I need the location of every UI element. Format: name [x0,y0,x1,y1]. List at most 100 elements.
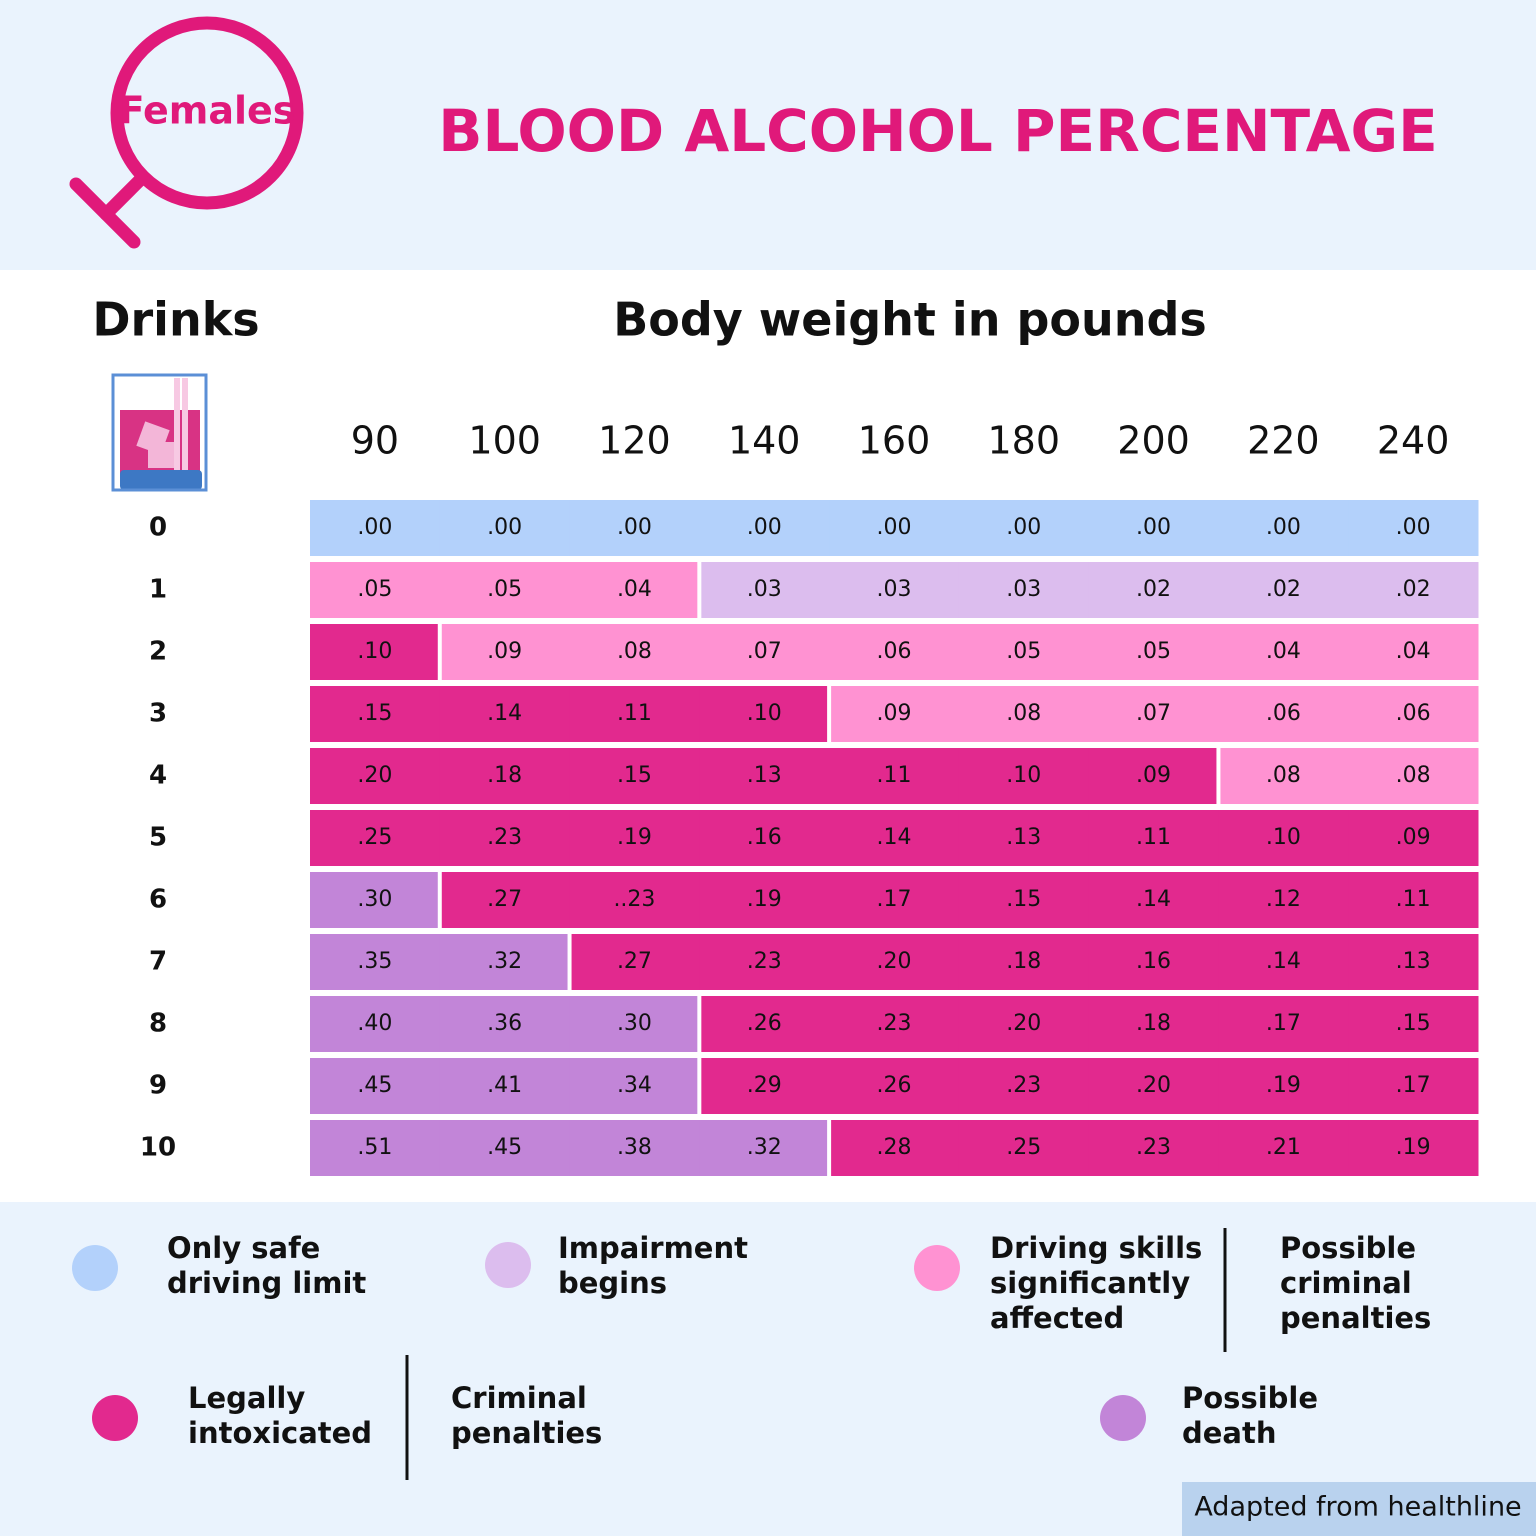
cell-bg [829,562,960,618]
row-label: 1 [149,575,167,605]
cell: .04 [617,577,652,602]
column-label: 160 [858,419,931,463]
cell: .11 [877,763,912,788]
cell: .02 [1396,577,1431,602]
cell-bg [829,624,960,680]
cell-divider [567,934,572,990]
cell-bg [1348,748,1479,804]
cell-bg [829,686,960,742]
legend-label: intoxicated [188,1416,372,1450]
cell: .27 [617,949,652,974]
female-symbol [69,16,304,249]
cell-bg [1088,1058,1219,1114]
cell: .20 [1136,1073,1171,1098]
cell: .18 [1136,1011,1171,1036]
cell-bg [958,934,1090,990]
cell: .09 [1396,825,1431,850]
cell-bg [958,996,1090,1052]
cell-bg [1348,624,1479,680]
cell-bg [1348,686,1479,742]
legend-note: criminal [1280,1266,1412,1300]
cell-bg [829,1058,960,1114]
cell-bg [1088,934,1219,990]
cell: .29 [747,1073,782,1098]
cell: .15 [617,763,652,788]
column-header: Body weight in pounds [613,293,1207,347]
cell-bg [699,1058,830,1114]
row-label: 7 [149,947,167,977]
cell-divider [697,1058,702,1114]
cell-bg [1348,996,1479,1052]
cell: .15 [357,701,392,726]
cell: .18 [487,763,522,788]
legend-swatch [72,1245,118,1291]
cell: .17 [1266,1011,1301,1036]
cell-bg [1218,1058,1349,1114]
cell-bg [829,872,960,928]
cell-bg [1088,1120,1219,1176]
cell: .09 [1136,763,1171,788]
cell-bg [310,872,441,928]
cell-bg [829,748,960,804]
cell-bg [699,934,830,990]
cell-bg [699,996,830,1052]
row-label: 6 [149,885,167,915]
cell-bg [310,934,441,990]
cell: .07 [1136,701,1171,726]
cell-bg [1088,872,1219,928]
cell: .32 [487,949,522,974]
cell-bg [1088,624,1219,680]
cell: .10 [747,701,782,726]
cell-bg [1348,1058,1479,1114]
cell-bg [569,624,700,680]
cell: .19 [747,887,782,912]
cell: .30 [617,1011,652,1036]
cell-bg [1218,996,1349,1052]
footer-box [1182,1482,1536,1536]
cell: .00 [1136,515,1171,540]
legend-note: penalties [1280,1301,1431,1335]
cell: ..23 [613,887,655,912]
cell: .40 [357,1011,392,1036]
legend-label: Possible [1182,1381,1318,1415]
cell-bg [1088,996,1219,1052]
cell-bg [310,624,441,680]
cell-bg [310,748,441,804]
cell: .11 [617,701,652,726]
cell: .07 [747,639,782,664]
cell-bg [699,748,830,804]
legend-label: Driving skills [990,1231,1202,1265]
cell: .17 [877,887,912,912]
row-label: 0 [149,513,167,543]
legend-label: significantly [990,1266,1190,1300]
cell: .23 [877,1011,912,1036]
cell: .00 [1006,515,1041,540]
cell: .21 [1266,1135,1301,1160]
cell-bg [958,748,1090,804]
cell: .13 [1396,949,1431,974]
cell-bg [310,996,441,1052]
cell: .06 [1266,701,1301,726]
cell-bg [699,500,830,556]
cell: .12 [1266,887,1301,912]
cell-bg [958,562,1090,618]
cell-bg [829,996,960,1052]
cell: .00 [877,515,912,540]
row-label: 2 [149,637,167,667]
column-label: 240 [1377,419,1450,463]
badge: Females [119,89,296,133]
cell-divider [697,562,702,618]
legend-swatch [914,1245,960,1291]
cell: .09 [877,701,912,726]
cell-bg [1348,872,1479,928]
legend-swatch [1100,1395,1146,1441]
cell-bg [958,624,1090,680]
cell: .19 [1396,1135,1431,1160]
legend-swatch [485,1242,531,1288]
cell-bg [699,562,830,618]
cell-bg [958,500,1090,556]
cell: .20 [1006,1011,1041,1036]
cell-bg [569,500,700,556]
cell-bg [958,872,1090,928]
cell-bg [439,996,571,1052]
